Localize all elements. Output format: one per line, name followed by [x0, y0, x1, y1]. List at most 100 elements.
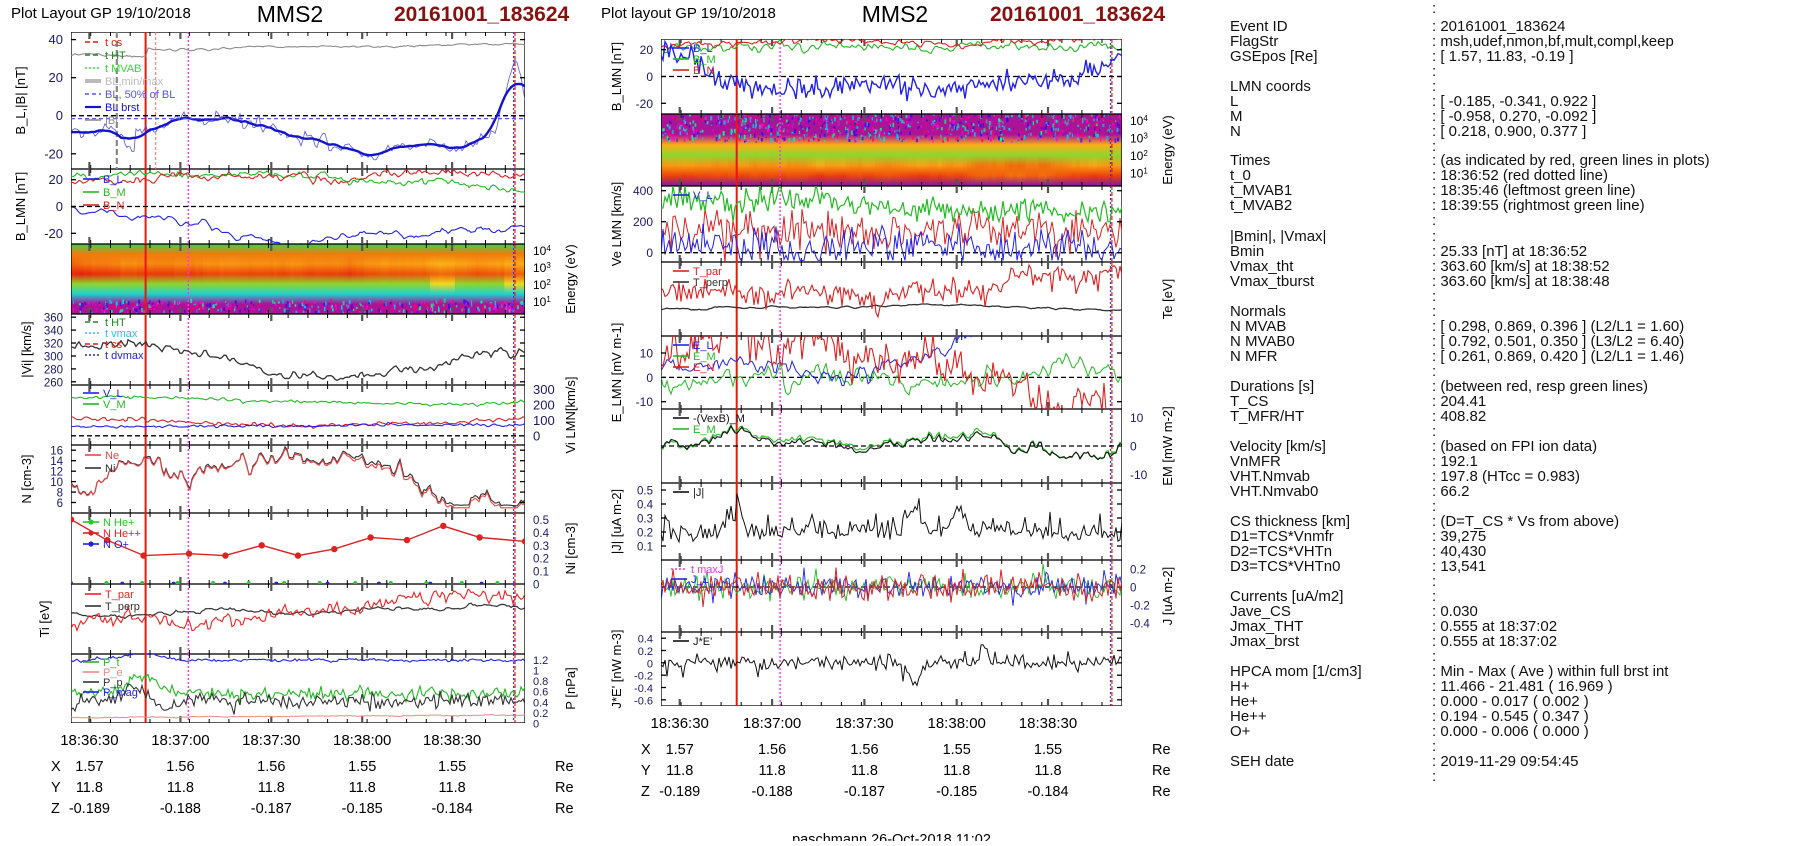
svg-text::: : [1432, 768, 1436, 785]
svg-text:10: 10 [640, 347, 654, 361]
svg-text:-20: -20 [44, 146, 63, 161]
svg-text:1.55: 1.55 [1034, 742, 1062, 758]
svg-text:-0.185: -0.185 [342, 801, 383, 817]
svg-text:B_M: B_M [103, 187, 126, 199]
svg-text:BL, 50% of BL: BL, 50% of BL [105, 89, 175, 101]
svg-text:: [ 1.57, 11.83, -0.19 ]: : [ 1.57, 11.83, -0.19 ] [1432, 48, 1573, 65]
svg-text:: 0.555 at 18:37:02: : 0.555 at 18:37:02 [1432, 633, 1557, 650]
svg-text:MMS2: MMS2 [862, 1, 928, 27]
svg-text:V_L: V_L [693, 190, 713, 202]
svg-text:: 18:39:55 (rightmost green l: : 18:39:55 (rightmost green line) [1432, 197, 1645, 214]
svg-text:V_M: V_M [103, 399, 126, 411]
svg-text:0.1: 0.1 [637, 542, 653, 554]
svg-text:MMS2: MMS2 [257, 1, 323, 27]
svg-text:300: 300 [533, 382, 555, 397]
svg-text:11.8: 11.8 [1034, 763, 1061, 779]
svg-text:N [cm-3]: N [cm-3] [19, 454, 34, 503]
svg-text:: 363.60 [km/s] at 18:38:48: : 363.60 [km/s] at 18:38:48 [1432, 273, 1610, 290]
svg-text:18:37:30: 18:37:30 [242, 732, 300, 749]
svg-text:t MVAB: t MVAB [105, 63, 141, 75]
svg-text:-0.187: -0.187 [844, 784, 885, 800]
svg-text:LMN coords: LMN coords [1230, 78, 1311, 95]
svg-text:: 408.82: : 408.82 [1432, 408, 1486, 425]
svg-text:B_N: B_N [693, 65, 714, 77]
svg-text:N: N [1230, 123, 1241, 140]
svg-text:T_par: T_par [105, 589, 134, 601]
svg-text:T_perp: T_perp [693, 277, 728, 289]
svg-text:0.2: 0.2 [1130, 565, 1146, 577]
svg-text:B_LMN [nT]: B_LMN [nT] [609, 42, 624, 111]
svg-text:0: 0 [646, 371, 653, 385]
svg-text:18:37:00: 18:37:00 [151, 732, 209, 749]
svg-text:8: 8 [57, 488, 63, 500]
svg-text:N O+: N O+ [103, 539, 129, 551]
svg-text:11.8: 11.8 [76, 780, 103, 796]
svg-text:0: 0 [1130, 440, 1137, 454]
svg-text:18:38:30: 18:38:30 [1019, 715, 1077, 732]
svg-text:D3=TCS*VHTn0: D3=TCS*VHTn0 [1230, 558, 1340, 575]
svg-text:0.2: 0.2 [638, 646, 653, 658]
svg-text:11.8: 11.8 [759, 763, 786, 779]
svg-text:-10: -10 [636, 395, 654, 409]
svg-text:0: 0 [533, 580, 539, 592]
svg-text:1.56: 1.56 [257, 759, 285, 775]
svg-text:BL,min/max: BL,min/max [105, 76, 164, 88]
svg-text:0.1: 0.1 [533, 567, 549, 579]
svg-text:Energy (eV): Energy (eV) [1160, 115, 1175, 184]
svg-text:-0.4: -0.4 [634, 683, 653, 695]
svg-text:BL brst: BL brst [105, 102, 139, 114]
svg-text:1.2: 1.2 [533, 655, 548, 667]
svg-text:Re: Re [555, 780, 574, 796]
svg-text:0.5: 0.5 [637, 486, 653, 498]
svg-text:-0.6: -0.6 [634, 695, 653, 707]
svg-text:t dvmax: t dvmax [105, 350, 144, 362]
svg-text:T_perp: T_perp [105, 601, 140, 613]
svg-text:Re: Re [555, 759, 574, 775]
svg-text:VHT.Nmvab0: VHT.Nmvab0 [1230, 483, 1318, 500]
svg-text:: 2019-11-29 09:54:45: : 2019-11-29 09:54:45 [1432, 753, 1579, 770]
svg-text:340: 340 [44, 326, 63, 338]
svg-text:360: 360 [44, 313, 63, 325]
svg-text:|J| [uA m-2]: |J| [uA m-2] [609, 489, 624, 554]
svg-text:11.8: 11.8 [943, 763, 970, 779]
svg-text:Z: Z [641, 784, 650, 800]
svg-text:Te [eV]: Te [eV] [1160, 279, 1175, 319]
svg-text:-0.4: -0.4 [1130, 619, 1150, 631]
svg-text:0: 0 [56, 108, 63, 123]
svg-text:Plot layout GP 19/10/2018: Plot layout GP 19/10/2018 [601, 5, 776, 22]
svg-text:12: 12 [50, 467, 63, 479]
svg-text:-10: -10 [1130, 468, 1148, 482]
svg-text:O+: O+ [1230, 723, 1251, 740]
svg-text:0.2: 0.2 [637, 528, 653, 540]
svg-text:Vi LMN[km/s]: Vi LMN[km/s] [563, 376, 578, 453]
svg-text:|B|: |B| [105, 115, 118, 127]
svg-text:1.56: 1.56 [758, 742, 786, 758]
svg-text:200: 200 [633, 215, 653, 229]
svg-text:: [ 0.218, 0.900, 0.377 ]: : [ 0.218, 0.900, 0.377 ] [1432, 123, 1586, 140]
svg-text:0: 0 [1130, 583, 1136, 595]
svg-text:Ve LMN [km/s]: Ve LMN [km/s] [609, 182, 624, 267]
svg-text:1.55: 1.55 [943, 742, 971, 758]
svg-text:Z: Z [51, 801, 60, 817]
svg-text:Vmax_tburst: Vmax_tburst [1230, 273, 1315, 290]
svg-text:1.55: 1.55 [438, 759, 466, 775]
svg-text:14: 14 [50, 456, 63, 468]
svg-text:-0.184: -0.184 [432, 801, 473, 817]
svg-text:X: X [51, 759, 61, 775]
svg-text:20: 20 [49, 172, 63, 187]
svg-text:260: 260 [44, 377, 63, 389]
svg-text:10: 10 [50, 477, 63, 489]
svg-text:-0.2: -0.2 [634, 671, 653, 683]
svg-text:1.55: 1.55 [348, 759, 376, 775]
svg-text::: : [1432, 0, 1436, 17]
svg-text:Ne: Ne [105, 450, 119, 462]
svg-text:0: 0 [647, 658, 653, 670]
svg-text:0.3: 0.3 [637, 514, 653, 526]
svg-text:0: 0 [533, 428, 540, 443]
svg-text:11.8: 11.8 [258, 780, 285, 796]
svg-text:-20: -20 [636, 97, 654, 111]
svg-text:10: 10 [1130, 411, 1144, 425]
svg-text:-0.2: -0.2 [1130, 601, 1150, 613]
svg-text:-0.184: -0.184 [1027, 784, 1068, 800]
svg-text:1.56: 1.56 [166, 759, 194, 775]
